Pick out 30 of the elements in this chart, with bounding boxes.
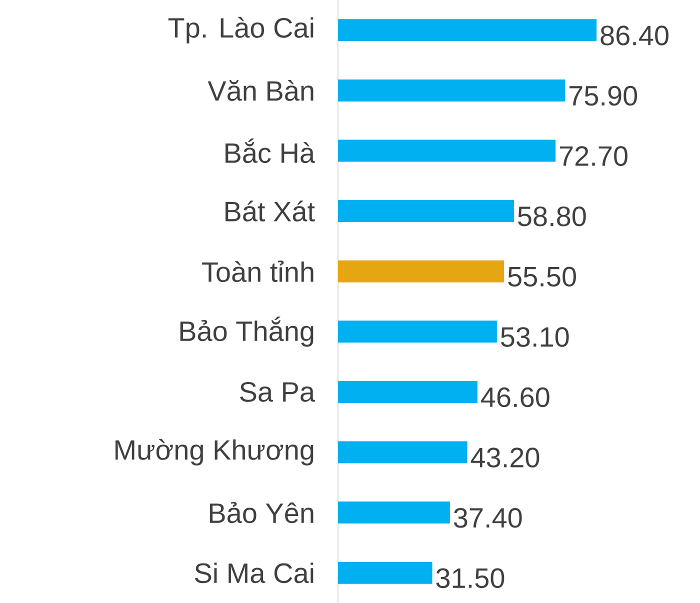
- data-label: 53.10: [500, 327, 569, 347]
- y-tick-label: Bắc Hà: [226, 138, 316, 164]
- y-tick-label: Tp. Lào Cai: [168, 16, 314, 44]
- data-label: 55.50: [508, 266, 576, 287]
- data-label: 37.40: [454, 508, 522, 528]
- data-label: 43.20: [470, 448, 540, 468]
- bar: [338, 320, 497, 343]
- bar: [338, 140, 556, 162]
- bar: [338, 441, 468, 464]
- bar: [338, 502, 450, 524]
- y-tick-label: Bảo Thắng: [180, 316, 314, 347]
- bar: [338, 260, 504, 282]
- bar: [338, 19, 597, 42]
- y-tick-label: Mường Khương: [116, 439, 314, 466]
- data-label: 46.60: [481, 387, 550, 408]
- data-label: 72.70: [560, 146, 628, 166]
- bar: [338, 79, 566, 102]
- y-tick-label: Bát Xát: [226, 200, 315, 222]
- data-label: 86.40: [600, 26, 668, 46]
- bar: [338, 562, 432, 584]
- data-label: 31.50: [436, 568, 504, 588]
- y-tick-label: Si Ma Cai: [194, 562, 314, 584]
- bar: [338, 200, 514, 222]
- data-label: 58.80: [518, 206, 586, 226]
- y-tick-label: Bảo Yên: [210, 502, 314, 524]
- y-tick-label: Sa Pa: [240, 382, 316, 402]
- y-tick-label: Toàn tỉnh: [202, 260, 314, 282]
- bar: [338, 380, 478, 403]
- data-label: 75.90: [570, 86, 638, 106]
- y-tick-label: Văn Bàn: [208, 80, 314, 101]
